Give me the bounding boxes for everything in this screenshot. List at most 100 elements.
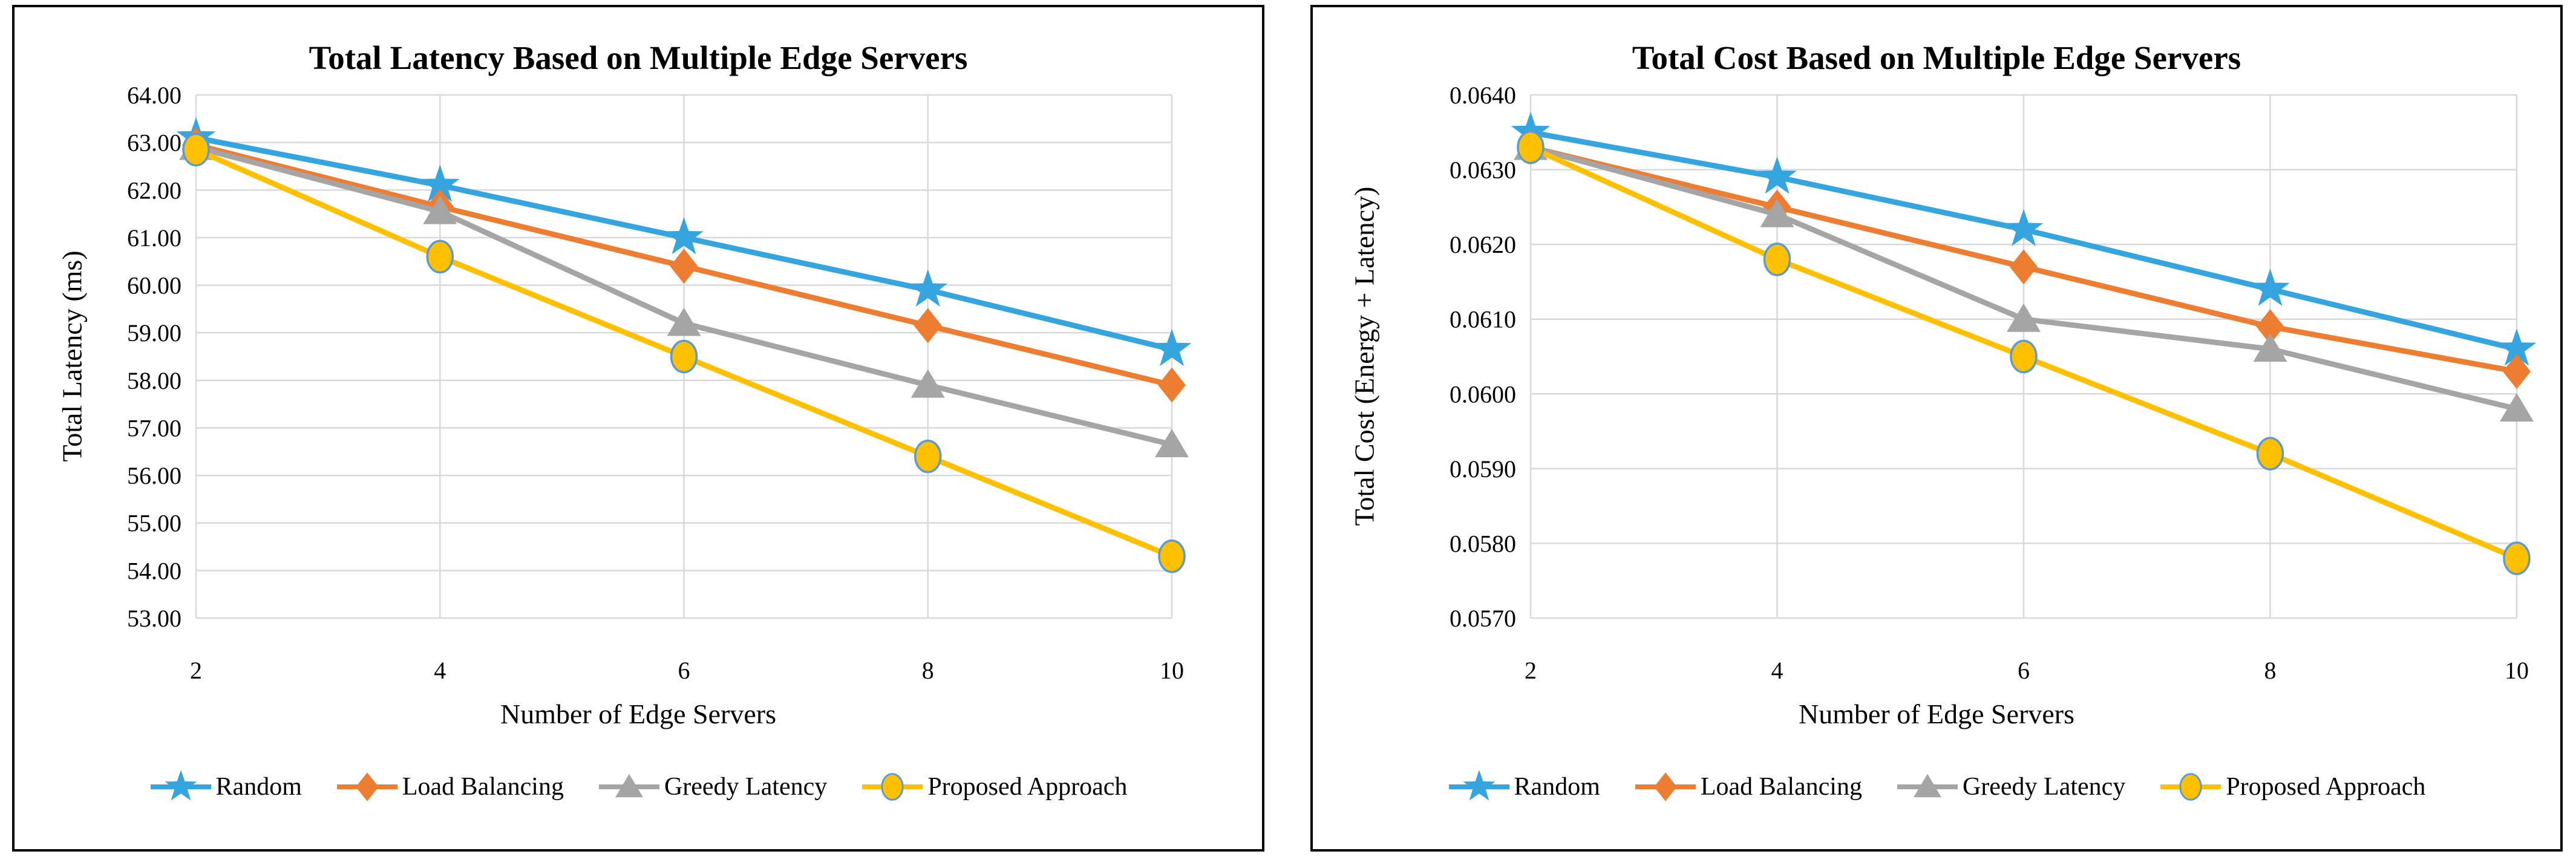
diamond-marker (914, 308, 942, 344)
x-tick-label: 4 (1771, 657, 1783, 684)
latency-chart-panel: 64.00 63.00 62.00 61.00 60.00 59.00 58.00 57.00… (12, 5, 1264, 852)
cost-chart-legend: Random Load Balancing Greedy Latency Propos… (1313, 768, 2560, 806)
y-tick-label: 59.00 (127, 319, 181, 347)
legend-item-random: Random (149, 768, 302, 806)
legend-label: Greedy Latency (1962, 773, 2126, 801)
y-tick-label: 58.00 (127, 367, 181, 394)
y-tick-label: 54.00 (127, 557, 181, 584)
circle-marker (2179, 773, 2202, 801)
circle-marker (1158, 539, 1186, 573)
cost-chart-title: Total Cost Based on Multiple Edge Server… (1632, 39, 2241, 76)
star-marker (2251, 269, 2290, 306)
gridlines (1529, 94, 2518, 619)
diamond-legend-icon (1635, 772, 1696, 801)
circle-marker (2010, 339, 2038, 374)
star-marker (2497, 328, 2537, 366)
circle-marker (182, 132, 210, 167)
y-tick-label: 0.0590 (1450, 455, 1516, 483)
series-proposed-approach (1517, 130, 2531, 575)
diamond-marker (1654, 772, 1677, 801)
cost-x-axis-title: Number of Edge Servers (1798, 699, 2075, 729)
circle-marker (670, 339, 698, 374)
triangle-marker (1913, 774, 1941, 798)
star-marker (420, 165, 460, 202)
y-tick-label: 53.00 (127, 605, 181, 632)
x-tick-label: 10 (1160, 657, 1184, 684)
triangle-marker (2007, 303, 2041, 332)
triangle-marker (1155, 428, 1189, 457)
triangle-marker (2500, 393, 2534, 422)
diamond-marker (356, 772, 379, 801)
y-tick-label: 57.00 (127, 414, 181, 442)
circle-marker (426, 240, 454, 274)
legend-label: Load Balancing (402, 773, 564, 801)
circle-marker (2503, 541, 2531, 575)
cost-chart-panel: 0.0640 0.0630 0.0620 0.0610 0.0600 0.0590 0.05… (1310, 5, 2563, 852)
x-tick-label: 2 (1525, 657, 1537, 684)
y-tick-label: 63.00 (127, 129, 181, 157)
star-marker (908, 269, 948, 307)
latency-chart-plot: 64.00 63.00 62.00 61.00 60.00 59.00 58.00 57.00… (127, 82, 1192, 684)
star-marker (2004, 209, 2044, 246)
star-legend-icon (150, 770, 211, 801)
triangle-marker (423, 195, 457, 224)
latency-x-axis-title: Number of Edge Servers (500, 699, 777, 729)
circle-marker (881, 773, 904, 801)
legend-label: Random (1514, 773, 1600, 801)
x-tick-label: 2 (190, 657, 202, 684)
latency-chart-title: Total Latency Based on Multiple Edge Ser… (309, 39, 968, 76)
star-marker (664, 217, 704, 255)
diamond-marker (2503, 354, 2531, 389)
diamond-marker (670, 249, 698, 284)
triangle-marker (910, 369, 945, 398)
x-tick-label: 8 (2264, 657, 2277, 684)
legend-item-load-balancing: Load Balancing (1634, 768, 1862, 806)
y-tick-label: 62.00 (127, 177, 181, 204)
y-tick-label: 0.0570 (1450, 605, 1516, 632)
cost-chart-plot: 0.0640 0.0630 0.0620 0.0610 0.0600 0.0590 0.05… (1450, 82, 2537, 684)
triangle-marker (667, 307, 701, 336)
axis-tick-labels: 0.0640 0.0630 0.0620 0.0610 0.0600 0.0590 0.05… (1450, 82, 2529, 684)
y-tick-label: 0.0620 (1450, 231, 1516, 258)
legend-label: Proposed Approach (2226, 773, 2426, 801)
triangle-legend-icon (598, 774, 659, 798)
y-tick-label: 0.0640 (1450, 82, 1516, 109)
x-tick-label: 4 (434, 657, 446, 684)
y-tick-label: 55.00 (127, 510, 181, 537)
diamond-legend-icon (336, 772, 397, 801)
cost-y-axis-title: Total Cost (Energy + Latency) (1348, 186, 1380, 526)
diamond-marker (2010, 249, 2038, 285)
circle-marker (1763, 243, 1791, 276)
circle-marker (914, 439, 942, 474)
y-tick-label: 0.0600 (1450, 380, 1516, 408)
x-tick-label: 6 (678, 657, 690, 684)
legend-label: Random (215, 773, 302, 801)
series-proposed-approach (182, 132, 1186, 573)
legend-label: Greedy Latency (664, 773, 828, 801)
star-marker (165, 770, 197, 801)
circle-legend-icon (2160, 773, 2221, 801)
triangle-marker (615, 774, 643, 798)
triangle-marker (1760, 198, 1794, 227)
legend-item-random: Random (1448, 768, 1600, 806)
y-tick-label: 0.0580 (1450, 530, 1516, 557)
star-marker (1152, 328, 1192, 367)
legend-item-load-balancing: Load Balancing (336, 768, 564, 806)
legend-item-proposed-approach: Proposed Approach (861, 768, 1127, 806)
legend-item-proposed-approach: Proposed Approach (2159, 768, 2425, 806)
legend-label: Proposed Approach (927, 773, 1128, 801)
y-tick-label: 64.00 (127, 82, 181, 109)
y-tick-label: 0.0610 (1450, 306, 1516, 333)
star-marker (1757, 156, 1797, 194)
diamond-marker (2256, 309, 2284, 345)
x-tick-label: 6 (2018, 657, 2030, 684)
triangle-legend-icon (1897, 774, 1958, 798)
legend-item-greedy-latency: Greedy Latency (1896, 768, 2125, 806)
y-tick-label: 60.00 (127, 272, 181, 299)
x-tick-label: 8 (922, 657, 934, 684)
y-tick-label: 61.00 (127, 224, 181, 252)
star-legend-icon (1448, 770, 1509, 801)
circle-legend-icon (862, 773, 923, 801)
diamond-marker (1158, 367, 1186, 403)
y-tick-label: 56.00 (127, 462, 181, 489)
